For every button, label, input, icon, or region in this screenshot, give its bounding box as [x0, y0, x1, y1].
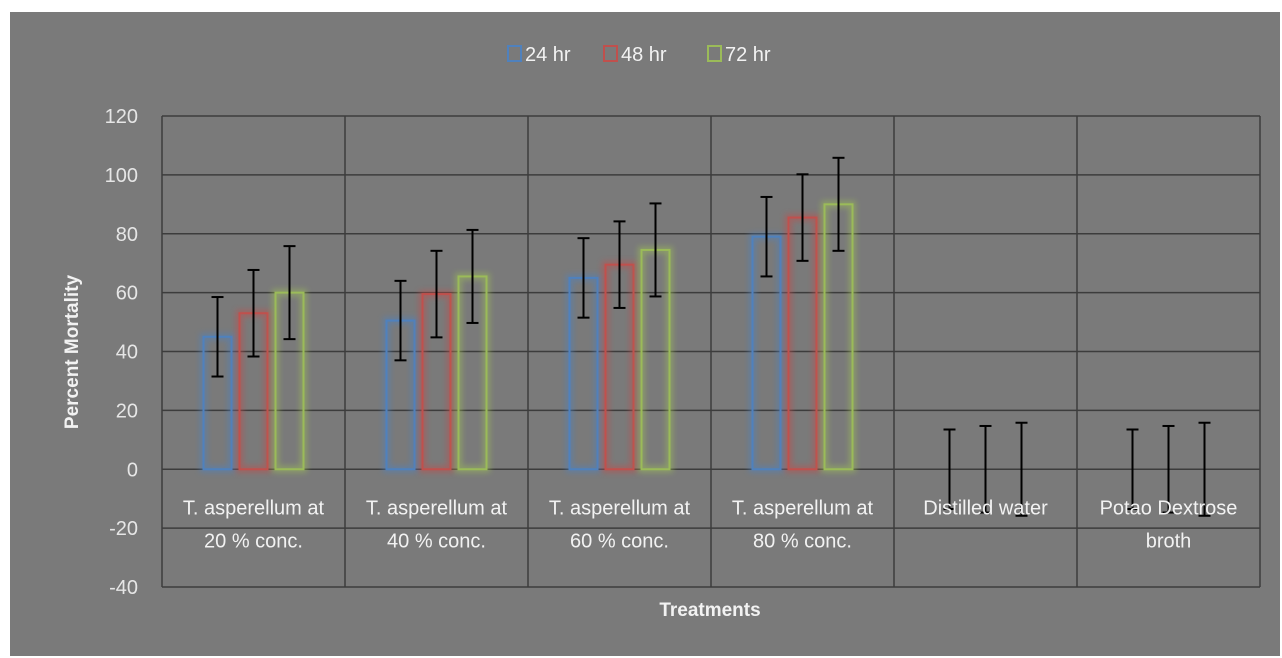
y-tick-label: 0: [127, 459, 138, 481]
y-tick-label: 40: [116, 342, 138, 364]
y-tick-label: -20: [109, 518, 138, 540]
category-label: T. asperellum at: [549, 497, 691, 519]
category-label: 20 % conc.: [204, 530, 303, 552]
category-label: Potao Dextrose: [1100, 497, 1238, 519]
legend: 24 hr 48 hr 72 hr: [507, 44, 771, 66]
category-label: T. asperellum at: [366, 497, 508, 519]
y-tick-label: 60: [116, 283, 138, 305]
legend-label: 72 hr: [725, 44, 771, 66]
x-axis-title: Treatments: [659, 600, 760, 621]
y-tick-label: 120: [105, 106, 138, 128]
legend-label: 48 hr: [621, 44, 667, 66]
category-labels: T. asperellum at 20 % conc. T. asperellum …: [183, 497, 1238, 552]
legend-swatch: [707, 45, 722, 62]
category-label: Distilled water: [923, 497, 1048, 519]
gridlines: [161, 115, 1261, 588]
y-tick-label: 100: [105, 165, 138, 187]
category-label: 80 % conc.: [753, 530, 852, 552]
y-axis-title: Percent Mortality: [62, 274, 83, 429]
category-label: 60 % conc.: [570, 530, 669, 552]
legend-label: 24 hr: [525, 44, 571, 66]
y-tick-label: 20: [116, 400, 138, 422]
legend-swatch: [507, 45, 522, 62]
category-label: broth: [1146, 530, 1192, 552]
legend-swatch: [603, 45, 618, 62]
error-bars: [211, 156, 1211, 517]
y-tick-label: 80: [116, 224, 138, 246]
category-label: T. asperellum at: [732, 497, 874, 519]
category-label: 40 % conc.: [387, 530, 486, 552]
y-tick-labels: -40 -20 0 20 40 60 80 100 120: [105, 106, 138, 599]
category-label: T. asperellum at: [183, 497, 325, 519]
y-tick-label: -40: [109, 577, 138, 599]
